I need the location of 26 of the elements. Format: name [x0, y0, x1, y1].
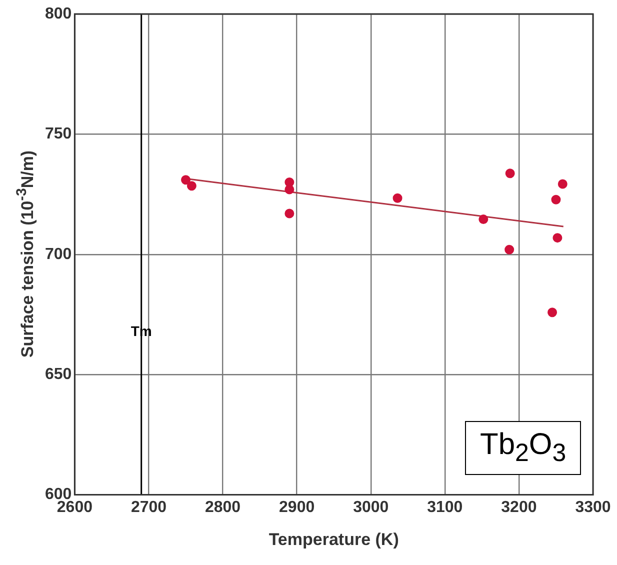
point	[392, 193, 402, 203]
x-axis-title: Temperature (K)	[268, 530, 400, 550]
point	[284, 184, 294, 194]
x-tick-label: 2800	[204, 498, 241, 516]
x-tick-label: 3200	[501, 498, 537, 516]
annotation: Tb$_{2}$O$_{3}$	[465, 420, 582, 475]
point	[548, 308, 558, 318]
point	[552, 233, 562, 243]
point	[478, 214, 488, 224]
x-tick-label: 3100	[427, 498, 463, 516]
point	[284, 208, 294, 218]
point	[186, 181, 196, 191]
x-tick-label: 2600	[56, 498, 93, 516]
point	[505, 168, 515, 178]
point	[558, 179, 568, 189]
y-tick-label: 700	[44, 246, 72, 263]
x-tick-label: 3000	[353, 498, 389, 516]
y-tick-label: 750	[44, 126, 72, 143]
point	[504, 244, 514, 254]
point	[181, 175, 191, 185]
y-tick-label: 800	[44, 5, 72, 22]
x-tick-label: 3300	[575, 498, 611, 516]
y-tick-label: 650	[44, 366, 72, 384]
point	[551, 194, 561, 204]
x-tick-label: 2700	[130, 498, 167, 516]
x-tick-label: 2900	[279, 498, 315, 516]
